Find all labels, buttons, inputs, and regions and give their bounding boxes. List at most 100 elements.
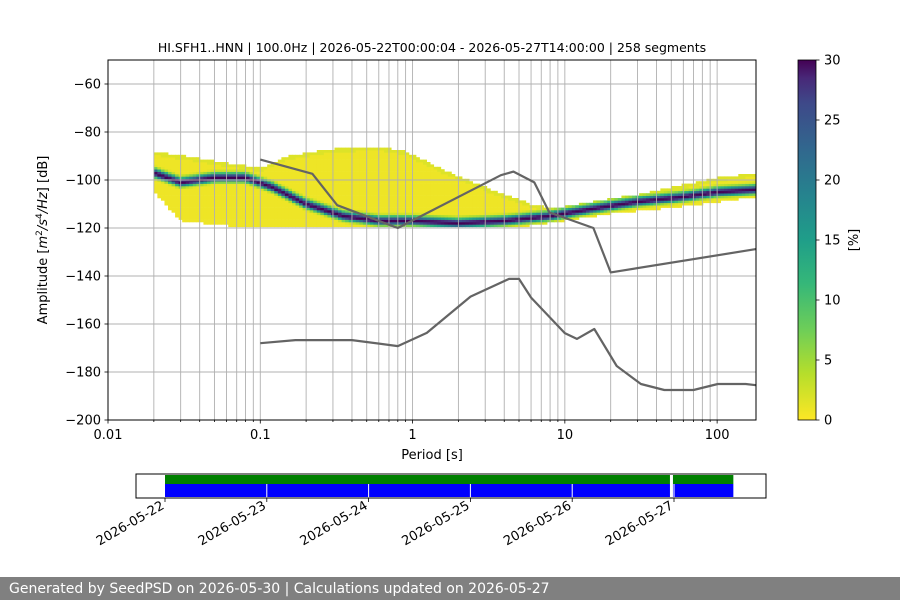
heatmap-cell (355, 150, 360, 153)
heatmap-cell (277, 200, 282, 204)
heatmap-cell (164, 162, 169, 165)
heatmap-cell (369, 164, 374, 168)
heatmap-cell (295, 195, 300, 199)
heatmap-cell (327, 202, 332, 206)
heatmap-cell (731, 190, 736, 194)
heatmap-cell (547, 212, 551, 216)
heatmap-cell (284, 176, 289, 180)
heatmap-cell (741, 188, 746, 192)
heatmap-cell (454, 222, 459, 225)
heatmap-cell (295, 157, 300, 160)
heatmap-cell (157, 154, 162, 158)
heatmap-cell (462, 214, 466, 218)
heatmap-cell (341, 147, 346, 151)
heatmap-cell (334, 198, 339, 201)
heatmap-cell (734, 193, 739, 196)
heatmap-cell (497, 207, 502, 211)
heatmap-cell (245, 183, 250, 187)
heatmap-cell (182, 193, 187, 196)
heatmap-cell (508, 219, 512, 223)
heatmap-cell (724, 195, 729, 199)
heatmap-cell (160, 164, 165, 168)
heatmap-cell (603, 207, 608, 211)
heatmap-cell (231, 198, 236, 201)
heatmap-cell (653, 195, 658, 199)
heatmap-cell (242, 210, 247, 213)
heatmap-cell (490, 222, 495, 225)
heatmap-cell (738, 193, 743, 196)
heatmap-cell (653, 200, 658, 204)
axes-frame (107, 59, 757, 421)
heatmap-cell (500, 222, 505, 225)
heatmap-cell (401, 181, 406, 184)
heatmap-cell (585, 212, 590, 216)
heatmap-cell (323, 224, 328, 228)
heatmap-cell (274, 202, 279, 206)
heatmap-cell (359, 210, 364, 213)
heatmap-cell (451, 186, 456, 189)
heatmap-cell (387, 171, 392, 175)
heatmap-cell (624, 200, 629, 204)
heatmap-cell (157, 176, 162, 180)
heatmap-cell (699, 181, 704, 184)
heatmap-cell (380, 210, 385, 213)
heatmap-cell (171, 169, 176, 172)
heatmap-cell (709, 193, 714, 196)
heatmap-cell (306, 202, 311, 206)
heatmap-cell (338, 183, 342, 187)
heatmap-cell (476, 198, 481, 201)
heatmap-cell (341, 224, 346, 228)
heatmap-cell (458, 222, 463, 225)
heatmap-cell (313, 205, 318, 208)
heatmap-cell (348, 162, 353, 165)
heatmap-cell (575, 210, 580, 213)
heatmap-cell (313, 214, 318, 218)
heatmap-cell (235, 219, 240, 223)
heatmap-cell (206, 202, 211, 206)
heatmap-cell (206, 198, 211, 201)
heatmap-cell (663, 195, 668, 199)
heatmap-cell (175, 157, 180, 160)
heatmap-cell (745, 186, 750, 189)
heatmap-cell (160, 174, 165, 177)
heatmap-cell (373, 195, 378, 199)
heatmap-cell (281, 176, 286, 180)
heatmap-cell (253, 190, 257, 194)
heatmap-cell (153, 159, 158, 163)
heatmap-cell (288, 224, 293, 228)
heatmap-cell (731, 188, 736, 192)
heatmap-cell (709, 195, 714, 199)
heatmap-cell (295, 222, 300, 225)
heatmap-cell (334, 207, 339, 211)
heatmap-cell (465, 195, 470, 199)
heatmap-cell (430, 200, 435, 204)
y-tick-label: −80 (74, 126, 101, 141)
heatmap-cell (405, 190, 410, 194)
heatmap-cell (171, 183, 176, 187)
heatmap-cell (706, 200, 711, 204)
heatmap-cell (369, 190, 374, 194)
heatmap-cell (568, 214, 573, 218)
heatmap-cell (423, 193, 427, 196)
heatmap-cell (391, 195, 396, 199)
heatmap-cell (256, 222, 261, 225)
heatmap-cell (384, 202, 389, 206)
heatmap-cell (355, 181, 360, 184)
heatmap-cell (291, 207, 296, 211)
heatmap-cell (352, 183, 357, 187)
heatmap-cell (430, 207, 435, 211)
heatmap-cell (199, 171, 204, 175)
heatmap-cell (734, 176, 739, 180)
heatmap-cell (706, 195, 711, 199)
heatmap-cell (486, 188, 491, 192)
heatmap-cell (231, 195, 236, 199)
heatmap-cell (168, 200, 172, 204)
heatmap-cell (210, 210, 215, 213)
heatmap-cell (373, 174, 378, 177)
heatmap-cell (391, 200, 396, 204)
heatmap-cell (568, 210, 573, 213)
timeline-ticks: 2026-05-22 2026-05-23 2026-05-24 2026-05-25… (94, 498, 676, 549)
heatmap-cell (600, 205, 605, 208)
heatmap-cell (447, 219, 452, 223)
heatmap-cell (206, 159, 211, 163)
